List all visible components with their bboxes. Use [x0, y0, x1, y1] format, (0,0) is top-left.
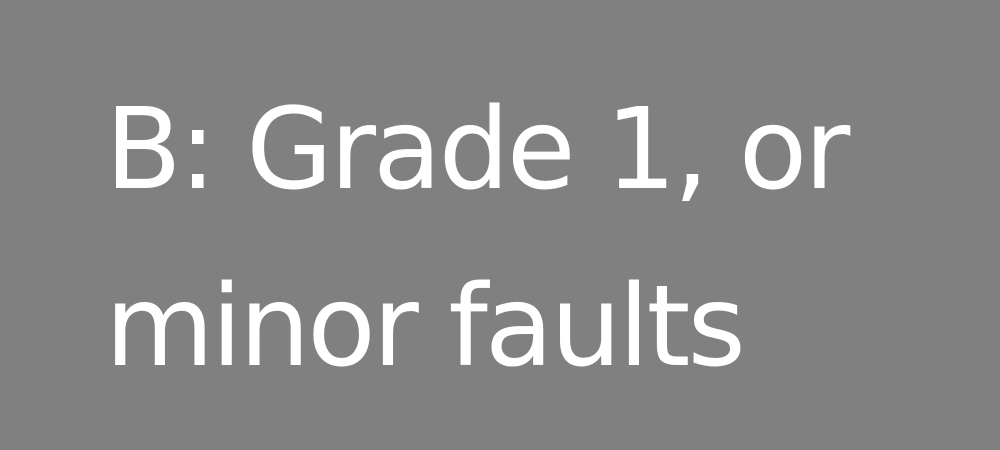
caption-line-1: B: Grade 1, or [105, 85, 850, 215]
caption-line-2: minor faults [105, 262, 746, 392]
grade-caption: B: Grade 1, or minor faults [105, 62, 985, 416]
